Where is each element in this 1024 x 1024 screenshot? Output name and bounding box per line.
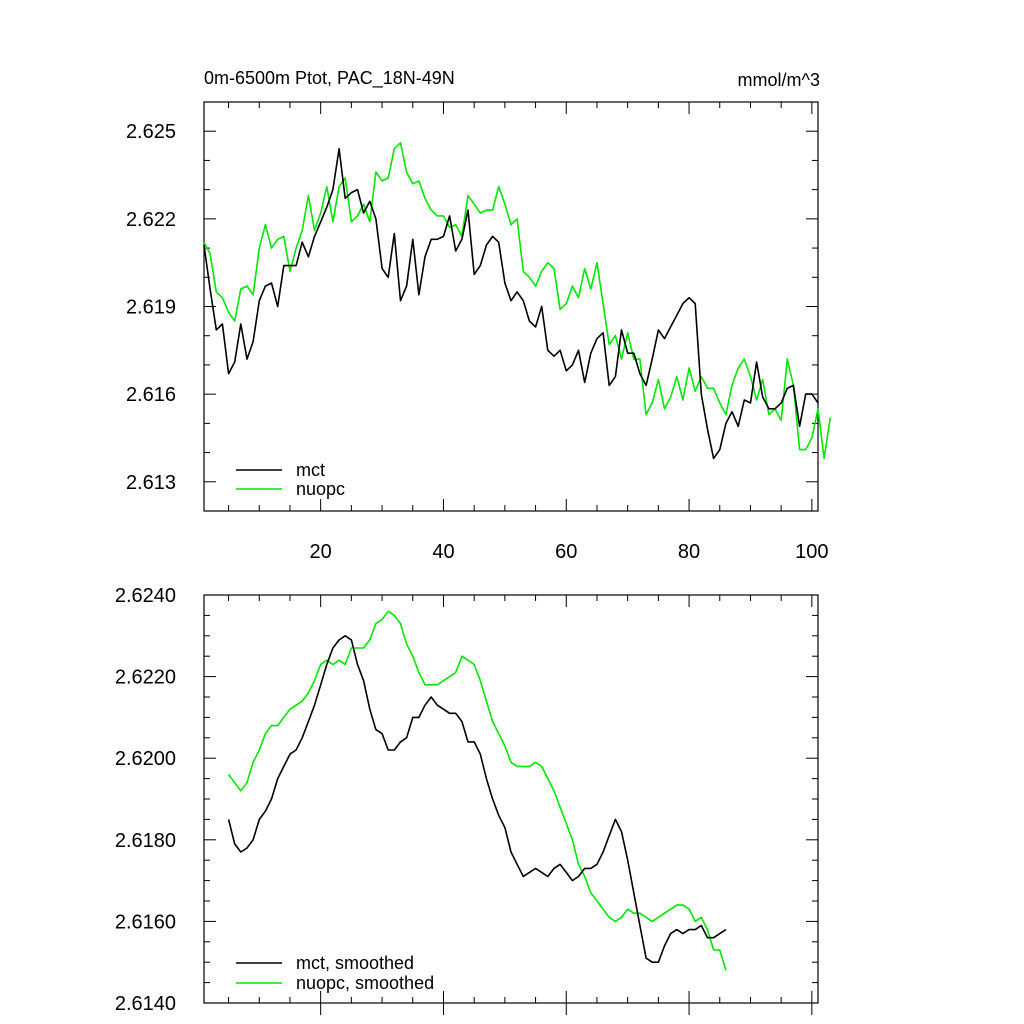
y-tick-label: 2.622 — [126, 209, 176, 231]
bottom-panel: 2.6140 2.6160 2.6180 2.6200 2.6220 2.6240 mct,… — [115, 585, 819, 1015]
x-tick-label: 20 — [310, 541, 332, 563]
plot-frame — [203, 594, 819, 1004]
x-tick-label: 40 — [432, 541, 454, 563]
y-tick-label: 2.625 — [126, 121, 176, 143]
y-tick-label: 2.6180 — [115, 830, 176, 852]
series-line-mct-smoothed — [227, 634, 727, 964]
y-tick-label: 2.6140 — [115, 993, 176, 1015]
units-label: mmol/m^3 — [738, 70, 820, 90]
legend-label: nuopc, smoothed — [296, 973, 434, 993]
y-tick-label: 2.6220 — [115, 667, 176, 689]
x-tick-label: 80 — [678, 541, 700, 563]
x-tick-label: 60 — [555, 541, 577, 563]
top-panel: 20 40 60 80 100 2.613 2.616 2.619 2.622 2.625 0m-6… — [126, 68, 832, 563]
series-line-nuopc-smoothed — [227, 610, 727, 971]
series-line-nuopc — [203, 142, 832, 460]
plot-frame — [203, 101, 819, 512]
x-tick-label: 100 — [795, 541, 828, 563]
legend-label: mct, smoothed — [296, 953, 414, 973]
series-line-mct — [203, 147, 819, 460]
y-tick-label: 2.6240 — [115, 585, 176, 607]
y-tick-label: 2.616 — [126, 384, 176, 406]
y-tick-label: 2.6160 — [115, 911, 176, 933]
legend-label: mct — [296, 460, 325, 480]
chart-title: 0m-6500m Ptot, PAC_18N-49N — [204, 68, 455, 89]
y-tick-label: 2.6200 — [115, 748, 176, 770]
legend-label: nuopc — [296, 479, 345, 499]
y-tick-label: 2.613 — [126, 472, 176, 494]
y-tick-label: 2.619 — [126, 297, 176, 319]
